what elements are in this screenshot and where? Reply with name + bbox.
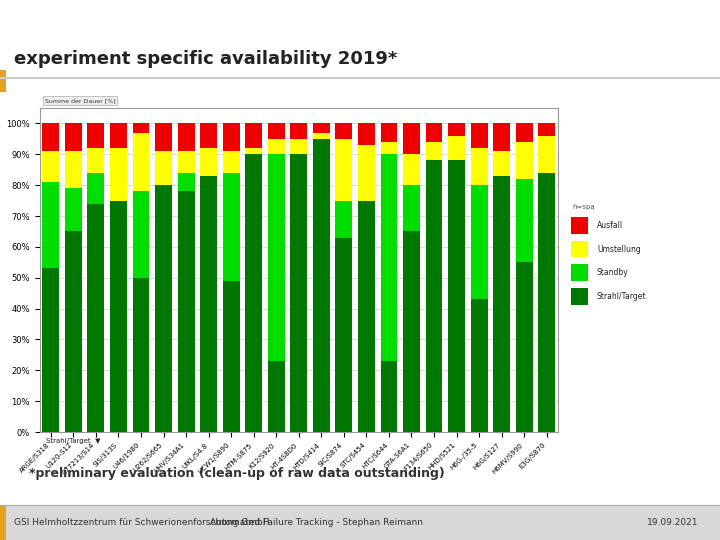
Text: h=spa: h=spa bbox=[572, 204, 595, 210]
Text: Ausfall: Ausfall bbox=[597, 221, 623, 230]
Bar bbox=[222, 124, 240, 151]
Bar bbox=[42, 124, 59, 151]
Bar bbox=[200, 176, 217, 432]
Bar bbox=[110, 148, 127, 200]
Bar bbox=[200, 148, 217, 176]
Text: Strahl/Target: Strahl/Target bbox=[597, 292, 647, 301]
Bar bbox=[268, 139, 284, 154]
Bar bbox=[132, 191, 150, 278]
Bar bbox=[448, 136, 465, 160]
Bar bbox=[290, 139, 307, 154]
Bar bbox=[448, 160, 465, 432]
Bar bbox=[380, 154, 397, 361]
Bar bbox=[493, 124, 510, 151]
Bar bbox=[155, 124, 172, 151]
Bar bbox=[380, 361, 397, 432]
Bar bbox=[426, 160, 443, 432]
Bar bbox=[132, 124, 150, 133]
Bar bbox=[222, 151, 240, 173]
Bar bbox=[42, 151, 59, 182]
Bar bbox=[571, 288, 588, 305]
Bar bbox=[336, 124, 352, 139]
Bar bbox=[268, 361, 284, 432]
Bar bbox=[358, 145, 375, 200]
Bar bbox=[222, 173, 240, 281]
Bar bbox=[313, 133, 330, 139]
Bar bbox=[426, 124, 443, 142]
Bar bbox=[290, 154, 307, 432]
Bar bbox=[516, 179, 533, 262]
Text: experiment specific availability 2019*: experiment specific availability 2019* bbox=[14, 50, 397, 69]
Text: Summe der Dauer [%]: Summe der Dauer [%] bbox=[45, 98, 115, 103]
Bar bbox=[42, 268, 59, 432]
Bar bbox=[403, 232, 420, 432]
Text: Standby: Standby bbox=[597, 268, 629, 278]
Bar bbox=[516, 262, 533, 432]
Bar bbox=[155, 185, 172, 432]
Bar bbox=[403, 185, 420, 232]
Bar bbox=[155, 151, 172, 185]
Bar bbox=[132, 278, 150, 432]
Bar bbox=[246, 124, 262, 148]
Bar bbox=[268, 154, 284, 361]
Bar bbox=[516, 124, 533, 142]
Bar bbox=[178, 151, 194, 173]
Bar bbox=[539, 173, 555, 432]
Bar bbox=[336, 238, 352, 432]
Bar bbox=[268, 124, 284, 139]
Bar bbox=[380, 124, 397, 142]
Bar bbox=[403, 124, 420, 154]
Bar bbox=[471, 299, 487, 432]
Bar bbox=[88, 148, 104, 173]
Text: Automated Failure Tracking - Stephan Reimann: Automated Failure Tracking - Stephan Rei… bbox=[210, 518, 423, 527]
Bar bbox=[571, 265, 588, 281]
Bar bbox=[65, 232, 82, 432]
Bar bbox=[571, 241, 588, 258]
Bar bbox=[246, 154, 262, 432]
Bar bbox=[110, 200, 127, 432]
Bar bbox=[65, 151, 82, 188]
Text: Umstellung: Umstellung bbox=[597, 245, 641, 254]
Bar bbox=[471, 124, 487, 148]
Bar bbox=[88, 124, 104, 148]
Bar bbox=[493, 151, 510, 176]
Bar bbox=[290, 124, 307, 139]
Bar bbox=[336, 139, 352, 200]
Bar bbox=[426, 142, 443, 160]
Bar bbox=[403, 154, 420, 185]
Bar bbox=[539, 136, 555, 173]
Bar bbox=[336, 200, 352, 238]
Bar bbox=[132, 133, 150, 191]
Bar bbox=[380, 142, 397, 154]
Bar bbox=[65, 124, 82, 151]
Bar bbox=[88, 173, 104, 204]
Bar bbox=[178, 173, 194, 191]
Bar bbox=[358, 124, 375, 145]
Bar bbox=[65, 188, 82, 232]
Bar bbox=[358, 200, 375, 432]
Bar bbox=[222, 281, 240, 432]
Text: Strahl/Target  ▼: Strahl/Target ▼ bbox=[46, 438, 100, 444]
Bar bbox=[313, 124, 330, 133]
Bar bbox=[246, 148, 262, 154]
Bar bbox=[178, 124, 194, 151]
Text: 19.09.2021: 19.09.2021 bbox=[647, 518, 698, 527]
Bar bbox=[516, 142, 533, 179]
Bar bbox=[313, 139, 330, 432]
Bar bbox=[471, 185, 487, 299]
Bar bbox=[448, 124, 465, 136]
Bar bbox=[178, 191, 194, 432]
Bar bbox=[88, 204, 104, 432]
Text: GSI Helmholtzzentrum für Schwerionenforschung GmbH: GSI Helmholtzzentrum für Schwerionenfors… bbox=[14, 518, 270, 527]
Bar bbox=[539, 124, 555, 136]
Bar bbox=[42, 182, 59, 268]
Bar bbox=[571, 217, 588, 234]
Bar bbox=[493, 176, 510, 432]
Text: *preliminary evaluation (clean-up of raw data outstanding): *preliminary evaluation (clean-up of raw… bbox=[29, 467, 444, 480]
Bar bbox=[200, 124, 217, 148]
Bar bbox=[110, 124, 127, 148]
Bar bbox=[471, 148, 487, 185]
